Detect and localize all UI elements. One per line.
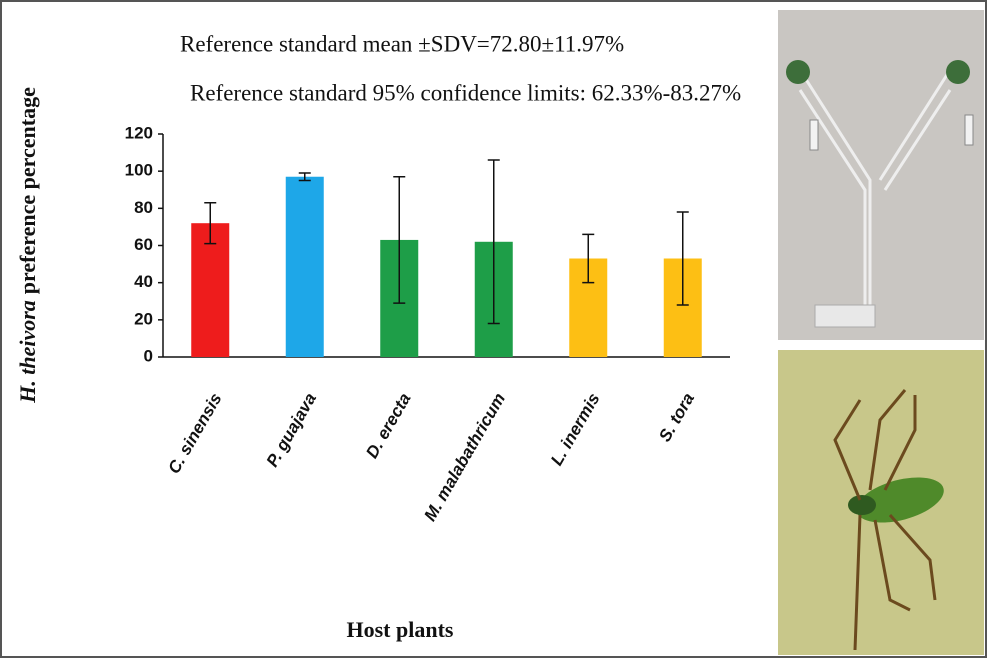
annotation: Reference standard 95% confidence limits… (190, 80, 741, 105)
photo-y-tube (778, 10, 984, 340)
y-tick-label: 100 (125, 161, 153, 180)
y-tick-label: 120 (125, 123, 153, 142)
y-tick-label: 40 (134, 272, 153, 291)
photo-insect (778, 350, 984, 655)
y-label-text: preference percentage (15, 87, 40, 294)
annotation: Reference standard mean ±SDV=72.80±11.97… (180, 31, 624, 56)
bar (286, 177, 324, 357)
y-axis-label: H. theivora preference percentage (15, 87, 40, 404)
y-label-species: H. theivora (15, 300, 40, 404)
y-tick-label: 60 (134, 235, 153, 254)
y-tick-label: 20 (134, 309, 153, 328)
y-tick-label: 0 (144, 346, 153, 365)
x-axis-label: Host plants (347, 617, 454, 642)
y-tick-label: 80 (134, 198, 153, 217)
chart: Reference standard mean ±SDV=72.80±11.97… (0, 0, 987, 658)
